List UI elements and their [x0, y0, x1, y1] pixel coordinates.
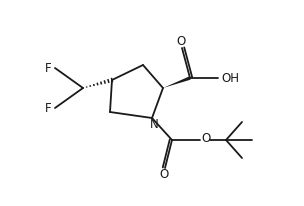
Text: O: O [159, 169, 169, 181]
Text: O: O [176, 34, 186, 48]
Text: N: N [150, 117, 158, 130]
Polygon shape [163, 76, 191, 88]
Text: F: F [45, 102, 51, 115]
Text: OH: OH [221, 71, 239, 84]
Text: O: O [201, 132, 211, 145]
Text: F: F [45, 62, 51, 75]
